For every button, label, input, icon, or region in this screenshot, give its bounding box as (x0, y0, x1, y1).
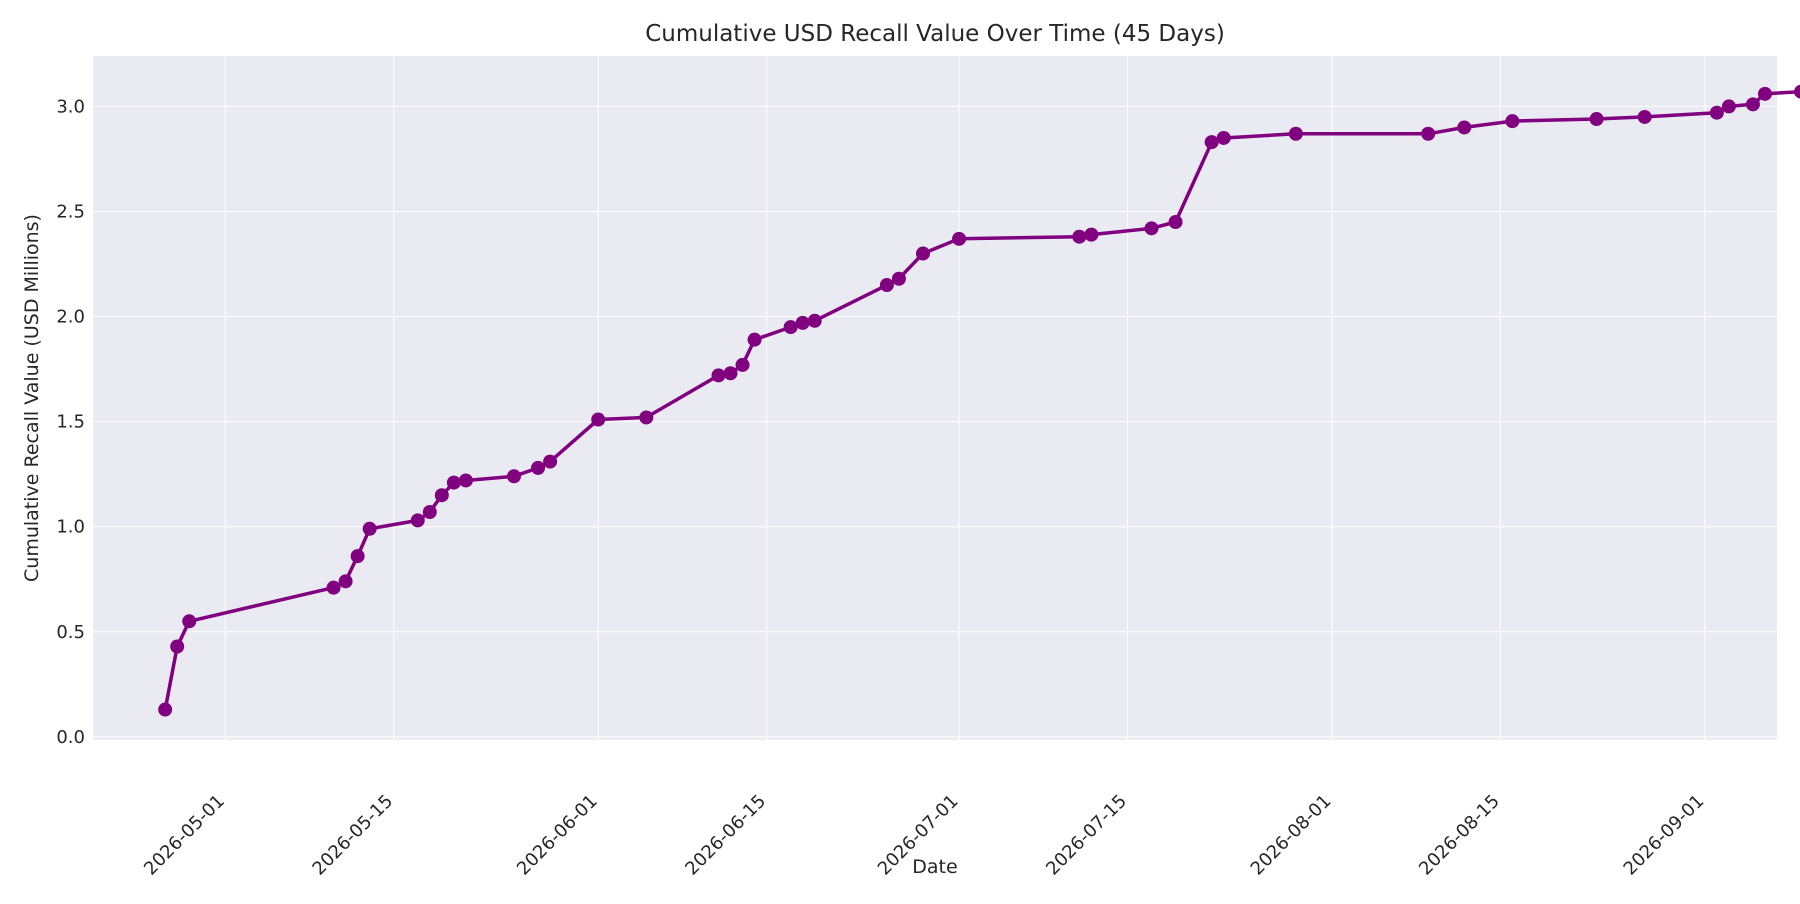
data-point (458, 473, 473, 488)
x-tick-label: 2026-06-01 (513, 791, 602, 880)
x-tick-label: 2026-05-01 (140, 791, 229, 880)
x-tick-label: 2026-08-01 (1247, 791, 1336, 880)
data-point (182, 614, 197, 629)
plot-area (93, 56, 1777, 740)
data-point (795, 315, 810, 330)
x-axis-label: Date (912, 856, 957, 878)
data-point (507, 469, 521, 484)
data-point (747, 332, 762, 347)
data-point (591, 412, 606, 427)
data-point (1168, 215, 1183, 230)
data-point (1457, 120, 1472, 135)
y-tick-label: 2.0 (56, 307, 85, 328)
y-tick-label: 1.0 (56, 517, 85, 538)
data-point (531, 460, 546, 475)
data-point (1204, 135, 1219, 150)
data-point (543, 454, 558, 469)
data-point (1637, 109, 1652, 124)
x-tick-label: 2026-06-15 (681, 791, 770, 880)
data-point (338, 574, 353, 589)
data-point (711, 368, 726, 383)
x-tick-label: 2026-07-15 (1042, 791, 1131, 880)
data-point (422, 505, 437, 519)
x-tick-label: 2026-09-01 (1620, 791, 1709, 880)
data-point (326, 580, 341, 595)
data-point (915, 246, 930, 261)
data-point (362, 521, 377, 536)
data-point (1288, 126, 1303, 141)
chart-title: Cumulative USD Recall Value Over Time (4… (645, 21, 1225, 47)
y-tick-label: 0.0 (56, 727, 85, 748)
data-point (807, 313, 822, 328)
x-tick-label: 2026-05-15 (308, 791, 397, 880)
series-layer (158, 84, 1800, 717)
data-point (735, 357, 750, 372)
y-tick-label: 0.5 (56, 622, 85, 643)
y-tick-label: 1.5 (56, 412, 85, 433)
data-point (410, 513, 425, 528)
y-axis-label: Cumulative Recall Value (USD Millions) (21, 214, 43, 582)
data-point (434, 488, 449, 503)
data-point (639, 410, 654, 425)
data-point (1589, 112, 1604, 127)
data-point (723, 366, 738, 381)
data-point (879, 278, 894, 293)
data-point (1072, 229, 1087, 244)
data-point (350, 549, 365, 564)
data-point (1505, 114, 1520, 129)
data-point (1216, 130, 1231, 145)
data-point (446, 475, 461, 490)
y-axis-ticks: 0.0 0.5 1.0 1.5 2.0 2.5 3.0 (56, 96, 85, 747)
x-tick-label: 2026-08-15 (1415, 791, 1504, 880)
data-point (1721, 99, 1736, 114)
data-point (1794, 84, 1800, 99)
data-point (1084, 227, 1099, 242)
data-point (170, 639, 185, 654)
data-point (952, 231, 967, 246)
data-point (1757, 86, 1772, 101)
data-point (1144, 221, 1159, 236)
data-point (891, 271, 906, 286)
data-point (1709, 105, 1724, 120)
data-point (158, 702, 173, 717)
data-point (1421, 126, 1436, 141)
data-point (1745, 97, 1760, 112)
data-point (783, 320, 798, 335)
y-tick-label: 3.0 (56, 96, 85, 117)
y-tick-label: 2.5 (56, 202, 85, 223)
